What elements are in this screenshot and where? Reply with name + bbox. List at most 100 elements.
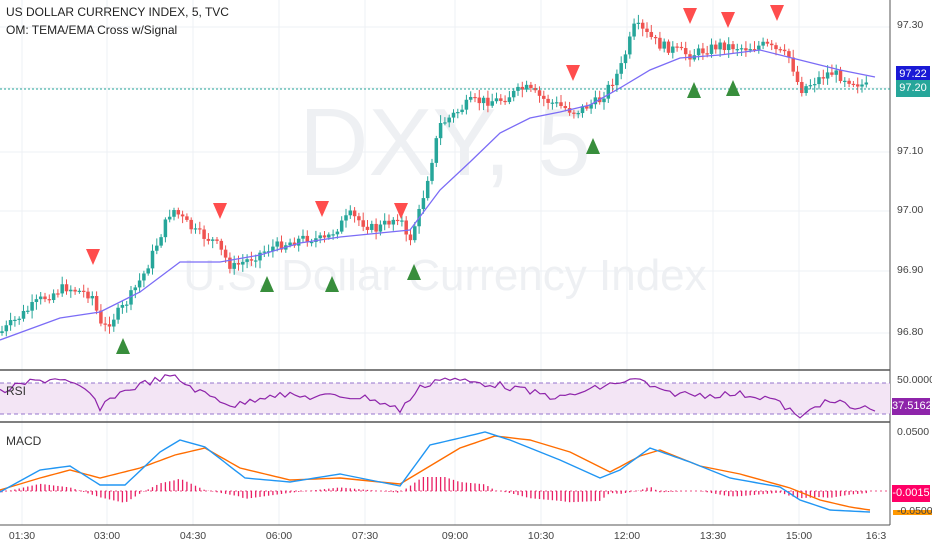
- candle-body: [619, 63, 623, 74]
- candle-body: [821, 77, 826, 79]
- candle-body: [163, 219, 168, 238]
- candle-body: [782, 49, 787, 52]
- sell-signal-icon: [394, 203, 408, 219]
- candle-body: [361, 220, 365, 227]
- candle-body: [477, 97, 482, 104]
- candle-body: [172, 210, 176, 217]
- candle-body: [185, 216, 189, 220]
- candle-body: [262, 251, 267, 253]
- candle-body: [38, 296, 43, 300]
- candle-body: [322, 235, 327, 238]
- candle-body: [851, 83, 856, 86]
- macd-top-label: 0.0500: [897, 426, 930, 438]
- candle-body: [748, 49, 752, 51]
- candle-body: [576, 113, 580, 115]
- candle-body: [253, 260, 258, 262]
- candle-body: [94, 296, 99, 311]
- candle-body: [365, 226, 370, 230]
- candle-body: [615, 73, 619, 86]
- candle-body: [503, 100, 507, 103]
- candle-body: [142, 273, 146, 281]
- candle-body: [103, 323, 107, 325]
- candle-body: [602, 98, 606, 103]
- candle-body: [486, 97, 490, 106]
- price-label: 96.90: [897, 264, 924, 276]
- candle-body: [77, 290, 82, 292]
- candle-body: [589, 104, 593, 109]
- candle-body: [378, 224, 383, 232]
- indicator-title[interactable]: OM: TEMA/EMA Cross w/Signal: [6, 23, 178, 37]
- buy-signal-icon: [726, 80, 740, 96]
- candle-body: [447, 117, 451, 123]
- candle-body: [494, 98, 499, 102]
- buy-signal-icon: [116, 338, 130, 354]
- candle-body: [662, 41, 666, 49]
- ema-line: [0, 49, 876, 341]
- macd-value-tag: -0.0015: [892, 485, 930, 502]
- candle-body: [843, 80, 847, 82]
- candle-body: [124, 304, 129, 306]
- candle-body: [464, 99, 469, 110]
- candle-body: [795, 71, 800, 83]
- candle-body: [167, 216, 172, 220]
- candle-body: [658, 37, 662, 49]
- candle-body: [69, 289, 73, 292]
- sell-signal-icon: [213, 203, 227, 219]
- time-label: 06:00: [265, 530, 293, 542]
- candle-body: [159, 237, 163, 246]
- candle-body: [47, 299, 52, 301]
- time-label: 07:30: [351, 530, 379, 542]
- macd-title[interactable]: MACD: [6, 434, 42, 448]
- candle-body: [443, 122, 447, 124]
- candle-body: [413, 226, 417, 241]
- price-label: 96.80: [897, 326, 924, 338]
- candle-body: [572, 112, 576, 114]
- rsi-band: [0, 383, 890, 414]
- candle-body: [825, 72, 830, 79]
- candle-body: [8, 320, 13, 326]
- candle-body: [155, 245, 159, 251]
- candle-body: [395, 219, 400, 222]
- rsi-line: [0, 374, 876, 419]
- candle-body: [542, 95, 546, 99]
- rsi-title[interactable]: RSI: [6, 384, 27, 398]
- buy-signal-icon: [325, 276, 339, 292]
- candle-body: [331, 234, 335, 236]
- candle-body: [623, 54, 628, 64]
- candle-body: [761, 41, 765, 46]
- candle-body: [722, 42, 727, 51]
- candle-body: [374, 223, 378, 232]
- candle-body: [120, 304, 125, 308]
- candle-body: [279, 241, 284, 250]
- candle-body: [632, 23, 636, 37]
- watermark-name: U.S. Dollar Currency Index: [183, 251, 706, 300]
- candle-body: [296, 238, 301, 246]
- candle-body: [520, 86, 525, 90]
- candle-body: [709, 44, 714, 54]
- candle-body: [271, 246, 275, 252]
- candle-body: [787, 51, 791, 58]
- sell-signal-icon: [683, 8, 697, 24]
- candle-body: [176, 210, 181, 215]
- time-label: 16:3: [865, 530, 887, 542]
- candle-body: [241, 261, 245, 265]
- candle-body: [808, 85, 813, 87]
- candle-body: [683, 48, 688, 55]
- candle-body: [554, 102, 559, 104]
- buy-signal-icon: [687, 82, 701, 98]
- candle-body: [26, 310, 30, 312]
- candle-body: [739, 48, 744, 50]
- sell-signal-icon: [86, 249, 100, 265]
- candle-body: [198, 228, 202, 230]
- candle-body: [744, 48, 748, 51]
- candle-body: [99, 310, 103, 324]
- candle-body: [219, 240, 224, 250]
- macd-scale-marker: [893, 510, 932, 515]
- sell-signal-icon: [770, 5, 784, 21]
- symbol-title[interactable]: US DOLLAR CURRENCY INDEX, 5, TVC: [6, 5, 229, 19]
- candle-body: [228, 257, 232, 269]
- rsi-value-tag: 37.5162: [892, 398, 932, 415]
- candle-body: [585, 106, 589, 109]
- candle-body: [735, 49, 740, 51]
